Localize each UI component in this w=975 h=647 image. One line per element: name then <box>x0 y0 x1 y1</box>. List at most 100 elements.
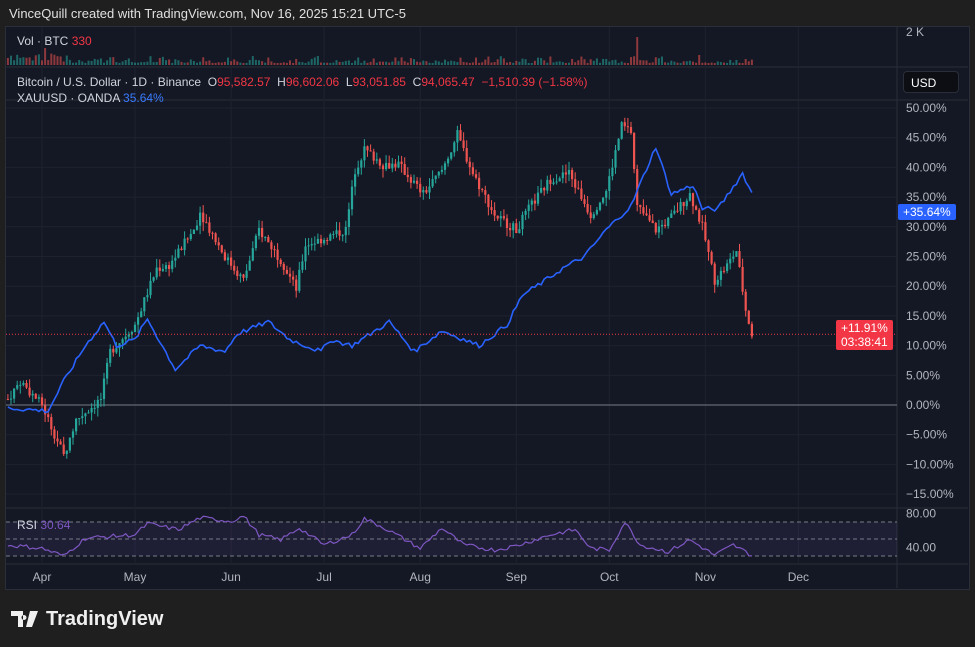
volume-bar <box>729 59 732 65</box>
btc-candle <box>552 182 555 184</box>
btc-candle <box>490 207 493 211</box>
main-series-legend[interactable]: Bitcoin / U.S. Dollar · 1D · Binance O95… <box>17 75 588 89</box>
volume-bar <box>273 62 276 65</box>
btc-candle <box>639 204 642 208</box>
btc-candle <box>140 311 143 318</box>
btc-candle <box>747 310 750 324</box>
volume-bar <box>456 62 459 65</box>
compare-series-legend[interactable]: XAUUSD · OANDA 35.64% <box>17 91 164 105</box>
volume-bar <box>276 62 279 65</box>
btc-candle <box>19 384 22 386</box>
btc-candle <box>499 216 502 219</box>
volume-bar <box>434 60 437 65</box>
volume-bar <box>633 56 636 65</box>
btc-candle <box>701 221 704 223</box>
time-tick: Jun <box>221 570 240 584</box>
volume-bar <box>16 54 19 65</box>
btc-candle <box>25 383 28 388</box>
btc-candle <box>629 127 633 134</box>
btc-candle <box>515 223 518 234</box>
volume-bar <box>341 61 344 65</box>
rsi-legend[interactable]: RSI 30.64 <box>17 518 71 532</box>
btc-candle <box>313 243 316 245</box>
volume-bar <box>664 62 667 65</box>
volume-bar <box>589 59 592 65</box>
volume-bar <box>220 62 223 65</box>
volume-bar <box>676 62 679 65</box>
volume-bar <box>217 62 220 65</box>
volume-bar <box>595 58 598 65</box>
btc-candle <box>397 161 400 168</box>
btc-candle <box>363 146 366 161</box>
btc-candle <box>434 175 437 180</box>
btc-candle <box>512 223 515 231</box>
volume-bar <box>626 62 629 65</box>
volume-bar <box>490 62 493 65</box>
btc-candle <box>47 414 50 418</box>
volume-bar <box>304 62 307 65</box>
volume-bar <box>496 59 499 65</box>
btc-candle <box>567 169 571 175</box>
btc-candle <box>115 348 118 353</box>
volume-bar <box>713 62 716 65</box>
volume-bar <box>369 61 372 65</box>
tradingview-logo[interactable]: TradingView <box>11 608 163 631</box>
volume-bar <box>99 58 102 65</box>
btc-candle <box>695 206 698 210</box>
btc-candle <box>422 190 425 193</box>
btc-candle <box>226 257 230 261</box>
volume-bar <box>608 61 611 65</box>
volume-bar <box>413 59 415 65</box>
btc-candle <box>183 238 186 250</box>
btc-candle <box>146 295 149 298</box>
btc-candle <box>220 245 223 253</box>
price-tick: 10.00% <box>906 339 947 353</box>
volume-bar <box>400 57 403 65</box>
volume-bar <box>515 60 518 65</box>
volume-bar <box>735 59 738 65</box>
btc-candle <box>68 437 71 451</box>
btc-candle <box>493 210 496 216</box>
volume-bar <box>574 62 577 65</box>
btc-price-tag: +11.91% 03:38:41 <box>836 320 893 350</box>
btc-candle <box>109 348 112 363</box>
volume-bar <box>657 58 660 65</box>
volume-value: 330 <box>71 34 92 48</box>
btc-candle <box>288 273 292 277</box>
btc-candle <box>257 227 261 236</box>
volume-bar <box>502 58 505 65</box>
volume-bar <box>397 61 400 65</box>
btc-candle <box>332 234 335 236</box>
rsi-tick: 40.00 <box>906 541 936 555</box>
btc-candle <box>335 230 338 235</box>
btc-candle <box>155 267 158 278</box>
volume-bar <box>651 62 654 65</box>
volume-bar <box>118 62 121 65</box>
btc-candle <box>425 190 428 193</box>
currency-button[interactable]: USD <box>903 71 959 93</box>
volume-bar <box>279 62 282 65</box>
volume-bar <box>475 57 477 65</box>
volume-bar <box>363 60 366 65</box>
volume-bar <box>747 61 750 65</box>
volume-bar <box>667 62 670 65</box>
btc-candle <box>211 232 214 234</box>
volume-bar <box>692 61 694 65</box>
volume-bar <box>549 56 552 65</box>
volume-bar <box>59 56 62 65</box>
btc-candle <box>642 207 645 214</box>
volume-bar <box>202 57 205 65</box>
btc-candle <box>242 274 245 278</box>
volume-bar <box>56 56 59 65</box>
btc-candle <box>462 140 465 149</box>
volume-bar <box>506 62 508 65</box>
volume-bar <box>561 62 564 65</box>
btc-candle <box>459 130 462 141</box>
volume-bar <box>518 61 521 65</box>
btc-candle <box>369 150 372 152</box>
btc-candle <box>533 200 536 204</box>
btc-candle <box>205 222 208 224</box>
btc-candle <box>564 172 567 175</box>
btc-candle <box>484 190 487 195</box>
